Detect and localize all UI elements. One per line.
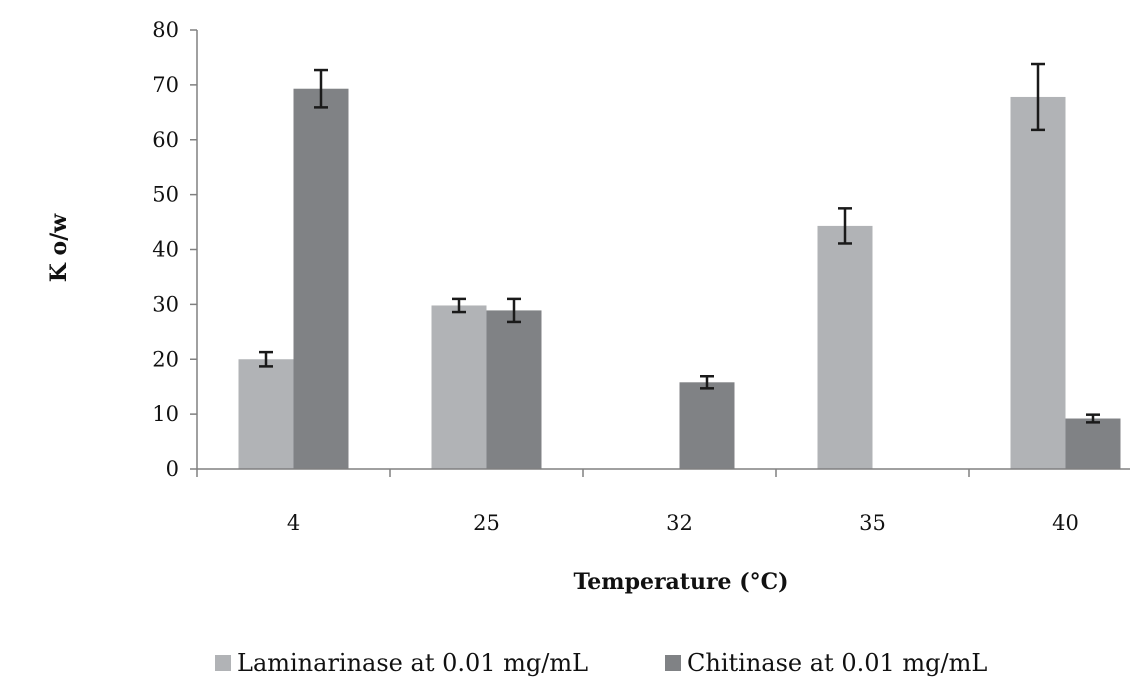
x-axis-ticks: 4 25 32 35 40	[196, 469, 1079, 535]
bar-laminarinase-40	[1010, 96, 1066, 469]
legend-label: Laminarinase at 0.01 mg/mL	[237, 649, 588, 677]
bar-laminarinase-4	[238, 359, 294, 469]
error-bar	[1031, 62, 1045, 132]
y-tick-label: 60	[152, 128, 179, 152]
error-bar	[700, 375, 714, 390]
y-tick-label: 10	[152, 402, 179, 426]
bar-chitinase-25	[486, 310, 542, 469]
y-axis-title: K o/w	[46, 213, 72, 282]
y-tick-label: 30	[152, 292, 179, 316]
bars-layer	[238, 88, 1121, 469]
bar-chitinase-4	[293, 88, 349, 469]
bar-laminarinase-35	[817, 225, 873, 469]
error-bar	[259, 350, 273, 368]
legend-label: Chitinase at 0.01 mg/mL	[687, 649, 987, 677]
error-bar	[452, 297, 466, 314]
x-tick-label: 40	[1052, 511, 1079, 535]
x-tick-label: 4	[287, 511, 300, 535]
y-tick-label: 70	[152, 73, 179, 97]
error-bar	[507, 297, 521, 324]
x-axis-title: Temperature (°C)	[573, 569, 788, 595]
x-tick-label: 32	[666, 511, 693, 535]
y-tick-label: 80	[152, 18, 179, 42]
error-bar	[1086, 413, 1100, 424]
y-tick-label: 0	[166, 457, 179, 481]
bar-chitinase-32	[679, 382, 735, 469]
bar-laminarinase-25	[431, 305, 487, 469]
bar-chitinase-40	[1065, 418, 1121, 469]
error-bar	[314, 68, 328, 109]
legend-swatch	[665, 655, 681, 671]
x-tick-label: 25	[473, 511, 500, 535]
legend: Laminarinase at 0.01 mg/mL Chitinase at 0…	[215, 649, 987, 677]
legend-swatch	[215, 655, 231, 671]
y-axis-ticks: 0 10 20 30 40 50 60 70 80	[152, 18, 197, 481]
error-bar	[838, 207, 852, 245]
error-bars-layer	[259, 62, 1100, 424]
y-tick-label: 50	[152, 183, 179, 207]
x-tick-label: 35	[859, 511, 886, 535]
y-tick-label: 20	[152, 347, 179, 371]
y-tick-label: 40	[152, 238, 179, 262]
